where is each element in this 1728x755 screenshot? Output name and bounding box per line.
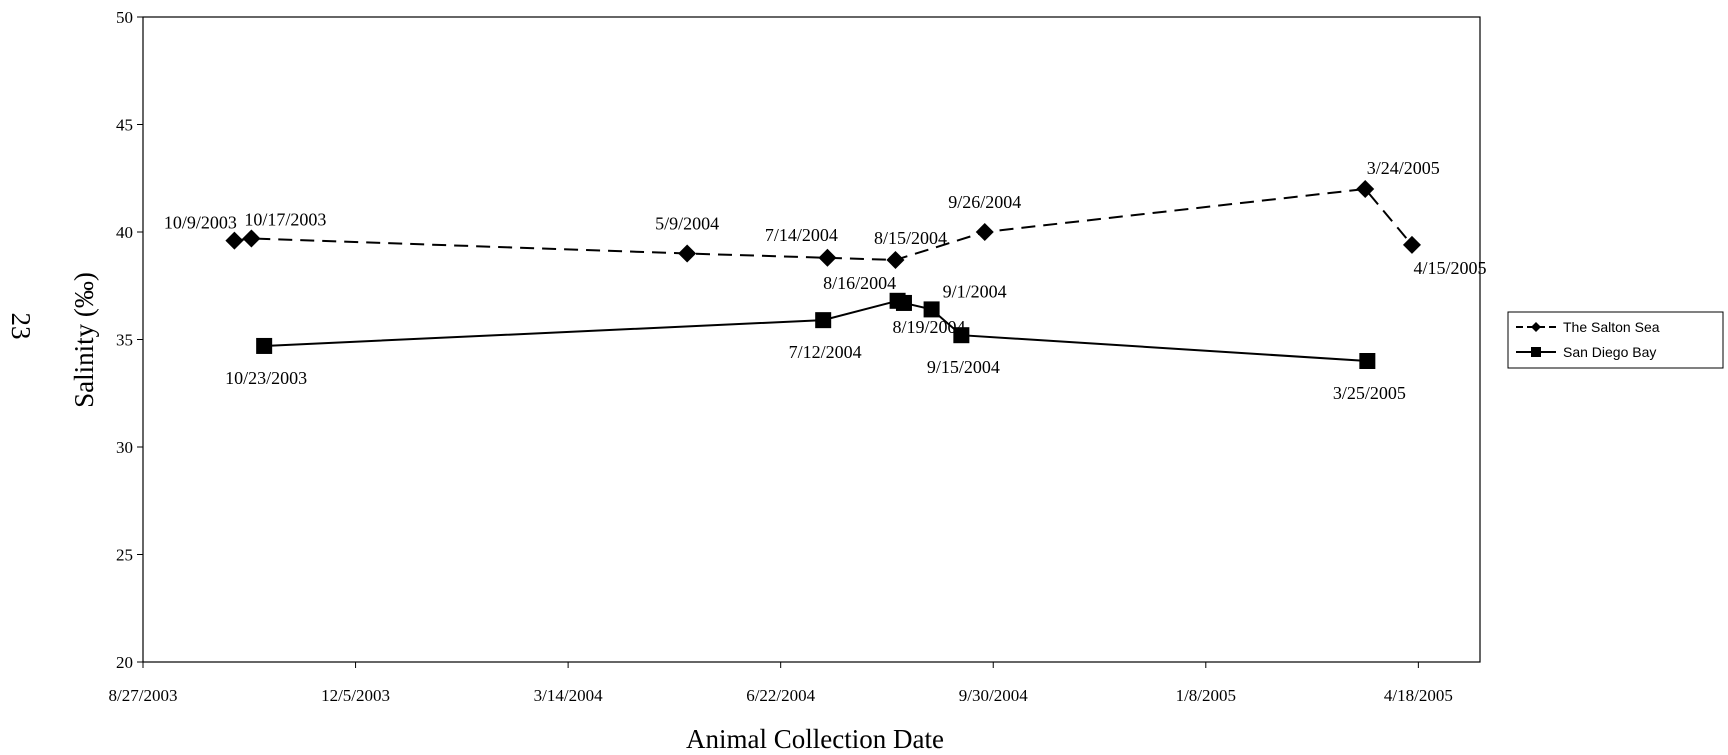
data-label: 3/24/2005 [1367,158,1440,178]
data-point-marker [953,327,970,344]
data-point-marker [818,248,837,267]
plot-area-frame [142,16,1481,663]
legend-marker [1531,347,1541,357]
data-label: 8/16/2004 [823,273,896,293]
x-tick-label: 3/14/2004 [534,686,603,705]
data-point-marker [225,231,244,250]
y-axis-title: Salinity (‰) [69,272,99,408]
y-tick-label: 35 [116,331,133,350]
data-point-marker [1359,353,1376,369]
data-label: 5/9/2004 [655,214,719,234]
y-tick-label: 20 [116,653,133,672]
x-tick-label: 12/5/2003 [321,686,390,705]
data-label: 8/15/2004 [874,228,947,248]
legend-marker [1531,322,1541,332]
data-label: 9/1/2004 [943,281,1007,301]
x-tick-label: 4/18/2005 [1384,686,1453,705]
data-point-marker [886,250,905,269]
y-tick-label: 30 [116,438,133,457]
x-tick-label: 9/30/2004 [959,686,1028,705]
legend: The Salton Sea San Diego Bay [1507,311,1724,369]
data-label: 3/25/2005 [1333,383,1406,403]
data-point-marker [923,301,940,318]
x-tick-label: 6/22/2004 [746,686,815,705]
legend-item: San Diego Bay [1516,344,1656,360]
data-label: 7/14/2004 [765,225,838,245]
data-label: 4/15/2005 [1413,258,1486,278]
data-point-marker [256,337,273,354]
y-tick-label: 45 [116,116,133,135]
data-label: 7/12/2004 [789,342,862,362]
legend-label: San Diego Bay [1563,344,1656,360]
data-label: 8/19/2004 [892,317,965,337]
legend-item: The Salton Sea [1516,319,1660,335]
data-point-marker [242,229,261,248]
y-tick-label: 40 [116,223,133,242]
data-point-marker [895,294,912,311]
series-line [234,187,1413,261]
data-label: 10/17/2003 [244,209,326,229]
x-tick-label: 1/8/2005 [1176,686,1236,705]
axes: 20 25 30 35 40 45 50 8/27/2003 12/5/2003 3/14/200… [109,8,1453,705]
data-point-marker [1402,235,1421,254]
point-labels-layer: 10/9/2003 10/17/2003 5/9/2004 7/14/2004 8/15… [164,158,1487,403]
data-label: 9/26/2004 [948,192,1021,212]
series-layer [225,180,1421,369]
y-tick-label: 25 [116,546,133,565]
x-tick-label: 8/27/2003 [109,686,178,705]
data-point-marker [1356,180,1375,198]
data-label: 10/9/2003 [164,213,237,233]
data-label: 10/23/2003 [225,368,307,388]
data-label: 9/15/2004 [927,357,1000,377]
y-tick-label: 50 [116,8,133,27]
data-point-marker [975,223,994,241]
legend-label: The Salton Sea [1563,319,1660,335]
legend-box [1507,311,1724,369]
data-point-marker [678,244,697,263]
series-salton-sea [225,180,1421,269]
series-san-diego-bay [256,292,1376,369]
page-number: 23 [6,313,36,340]
data-point-marker [815,312,832,329]
x-axis-title: Animal Collection Date [686,724,944,754]
